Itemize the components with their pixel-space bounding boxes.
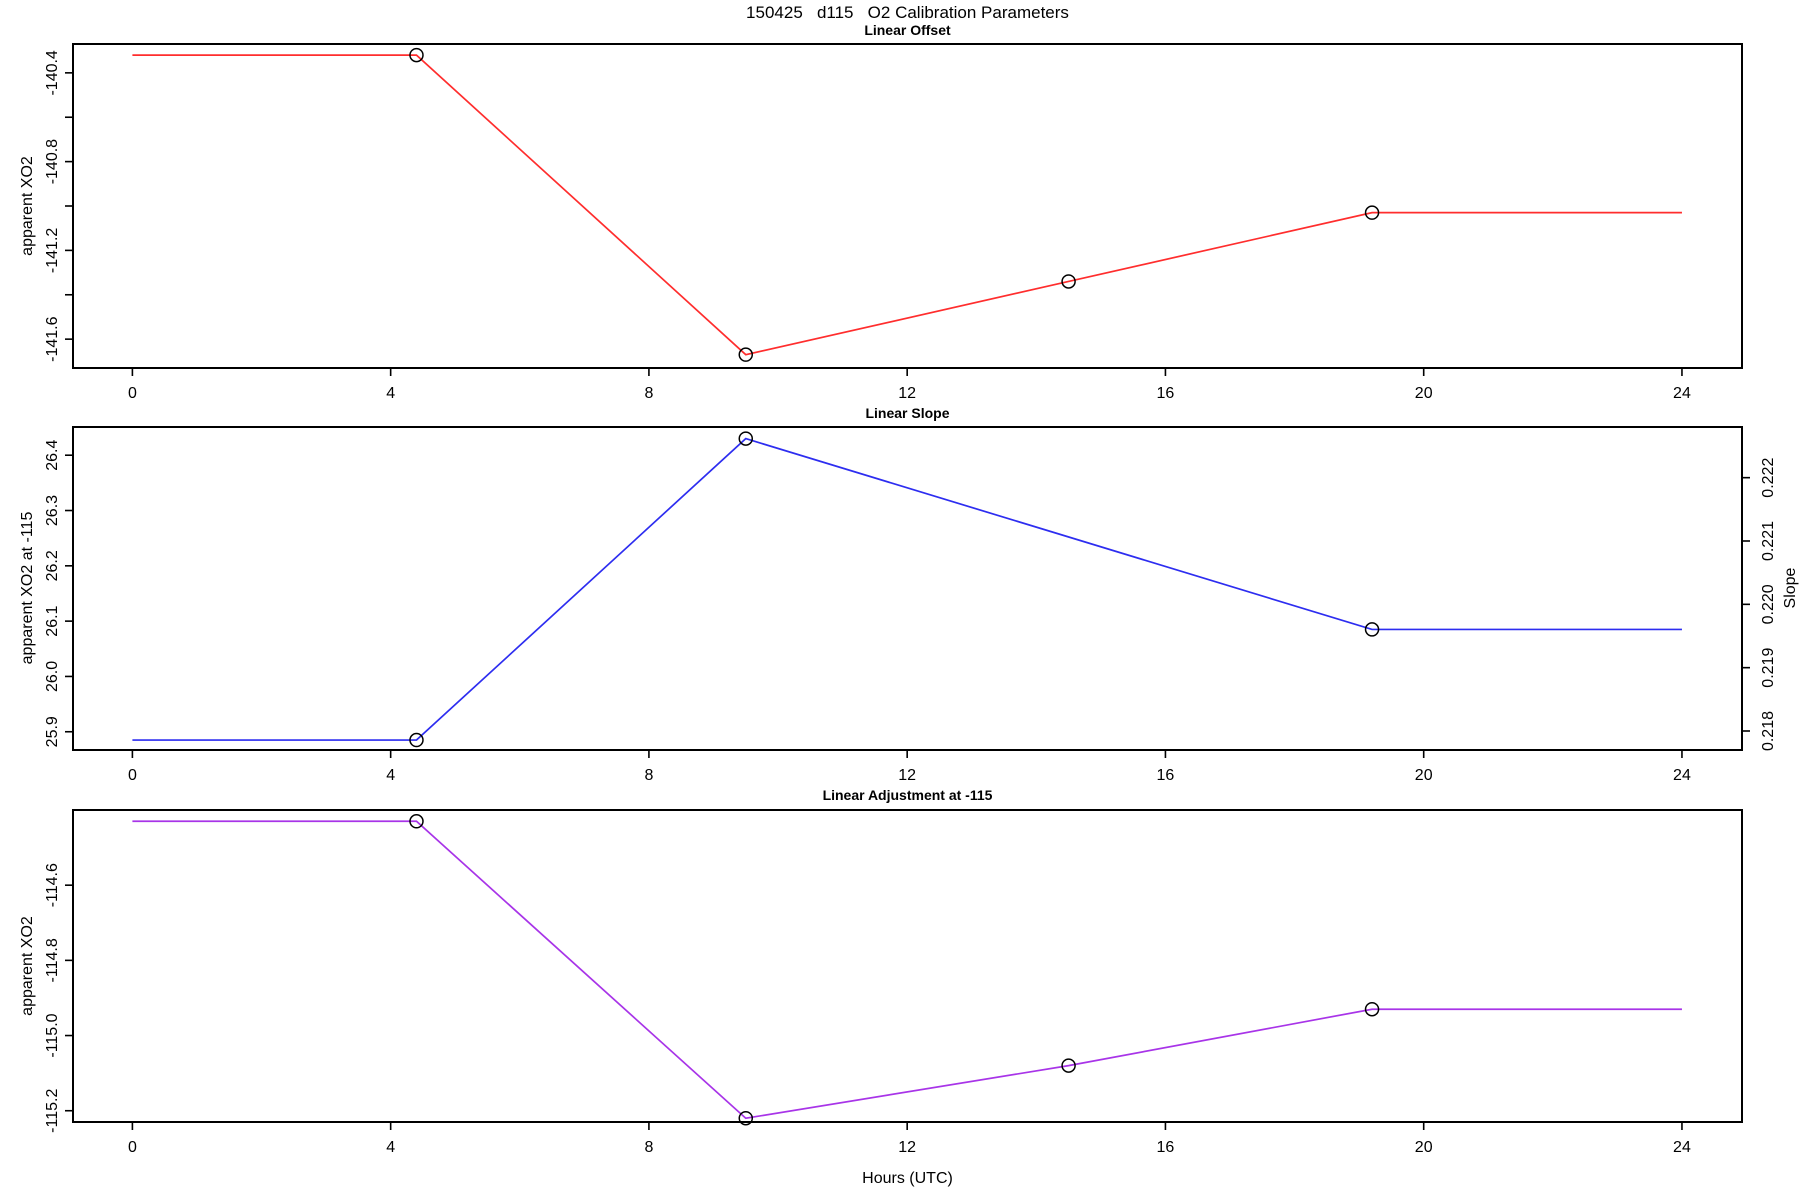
panel-border (72, 43, 1743, 369)
y-axis-label-offset: apparent XO2 (19, 156, 36, 256)
y-axis-label-slope-right: Slope (1782, 567, 1799, 609)
panel-linear-offset: 0 4 8 12 16 20 24 -140.4 -140.8 -141.2 -141.6 (44, 43, 1743, 402)
series-line (132, 437, 1682, 741)
x-tick-label: 4 (386, 767, 395, 784)
x-tick-label: 8 (644, 385, 653, 402)
panel-title-linear-slope: Linear Slope (865, 405, 950, 421)
data-point-marker (738, 347, 754, 362)
figure-title: 150425 d115 O2 Calibration Parameters (746, 3, 1069, 22)
series-line (132, 820, 1682, 1120)
data-point-marker (1061, 274, 1076, 289)
series-line (132, 54, 1682, 356)
y-tick-label: -115.2 (44, 1089, 61, 1133)
panel-title-linear-adjustment: Linear Adjustment at -115 (822, 787, 993, 803)
y-tick-label: 26.4 (44, 440, 61, 471)
x-tick-label: 8 (644, 1139, 653, 1156)
panel-border (72, 426, 1743, 751)
y-axis-label-adjustment: apparent XO2 (19, 916, 36, 1016)
y-tick-label: 25.9 (44, 716, 61, 747)
x-tick-label: 4 (386, 1139, 395, 1156)
y-tick-right-label: 0.220 (1760, 584, 1777, 624)
data-point-marker (738, 431, 754, 446)
data-point-marker (409, 732, 424, 748)
data-point-marker (409, 814, 424, 829)
y-tick-label: 26.2 (44, 550, 61, 581)
y-tick-label: -141.6 (44, 316, 61, 361)
x-tick-label: 0 (128, 1139, 137, 1156)
y-tick-label: 26.1 (44, 605, 61, 636)
y-tick-right-label: 0.221 (1760, 521, 1777, 561)
y-tick-label: -114.6 (44, 863, 61, 907)
y-tick-right-label: 0.222 (1760, 458, 1777, 498)
y-tick-label: -115.0 (44, 1013, 61, 1057)
y-tick-label: -141.2 (44, 228, 61, 273)
x-tick-label: 20 (1415, 385, 1433, 402)
x-tick-label: 16 (1157, 767, 1175, 784)
x-tick-label: 12 (898, 385, 916, 402)
panel-title-linear-offset: Linear Offset (864, 22, 951, 38)
x-tick-label: 16 (1157, 385, 1175, 402)
y-tick-label: -140.4 (44, 50, 61, 95)
y-tick-label: -114.8 (44, 938, 61, 982)
x-tick-label: 12 (898, 1139, 916, 1156)
y-tick-label: -140.8 (44, 139, 61, 184)
x-tick-label: 20 (1415, 1139, 1433, 1156)
data-point-marker (409, 47, 424, 63)
data-point-marker (1364, 205, 1380, 220)
x-tick-label: 16 (1157, 1139, 1175, 1156)
x-tick-label: 0 (128, 767, 137, 784)
x-tick-label: 12 (898, 767, 916, 784)
x-tick-label: 4 (386, 385, 395, 402)
x-tick-label: 8 (644, 767, 653, 784)
y-axis-label-slope: apparent XO2 at -115 (19, 511, 36, 665)
x-tick-label: 24 (1673, 1139, 1691, 1156)
x-tick-label: 24 (1673, 767, 1691, 784)
data-point-marker (1061, 1058, 1076, 1073)
data-point-marker (738, 1110, 754, 1126)
x-axis-label: Hours (UTC) (862, 1170, 953, 1187)
y-tick-label: 26.0 (44, 661, 61, 692)
panel-linear-slope: 0 4 8 12 16 20 24 25.9 26.0 26.1 26.2 26.3 26.4 0.218… (44, 426, 1777, 784)
y-tick-label: 26.3 (44, 495, 61, 526)
x-tick-label: 24 (1673, 385, 1691, 402)
panel-linear-adjustment-at-115: 0 4 8 12 16 20 24 -114.6 -114.8 -115.0 -115.2 (44, 809, 1743, 1156)
y-tick-right-label: 0.218 (1760, 711, 1777, 751)
x-tick-label: 0 (128, 385, 137, 402)
data-point-marker (1364, 622, 1380, 637)
x-tick-label: 20 (1415, 767, 1433, 784)
data-point-marker (1364, 1001, 1380, 1017)
y-tick-right-label: 0.219 (1760, 648, 1777, 688)
panel-border (72, 809, 1743, 1123)
